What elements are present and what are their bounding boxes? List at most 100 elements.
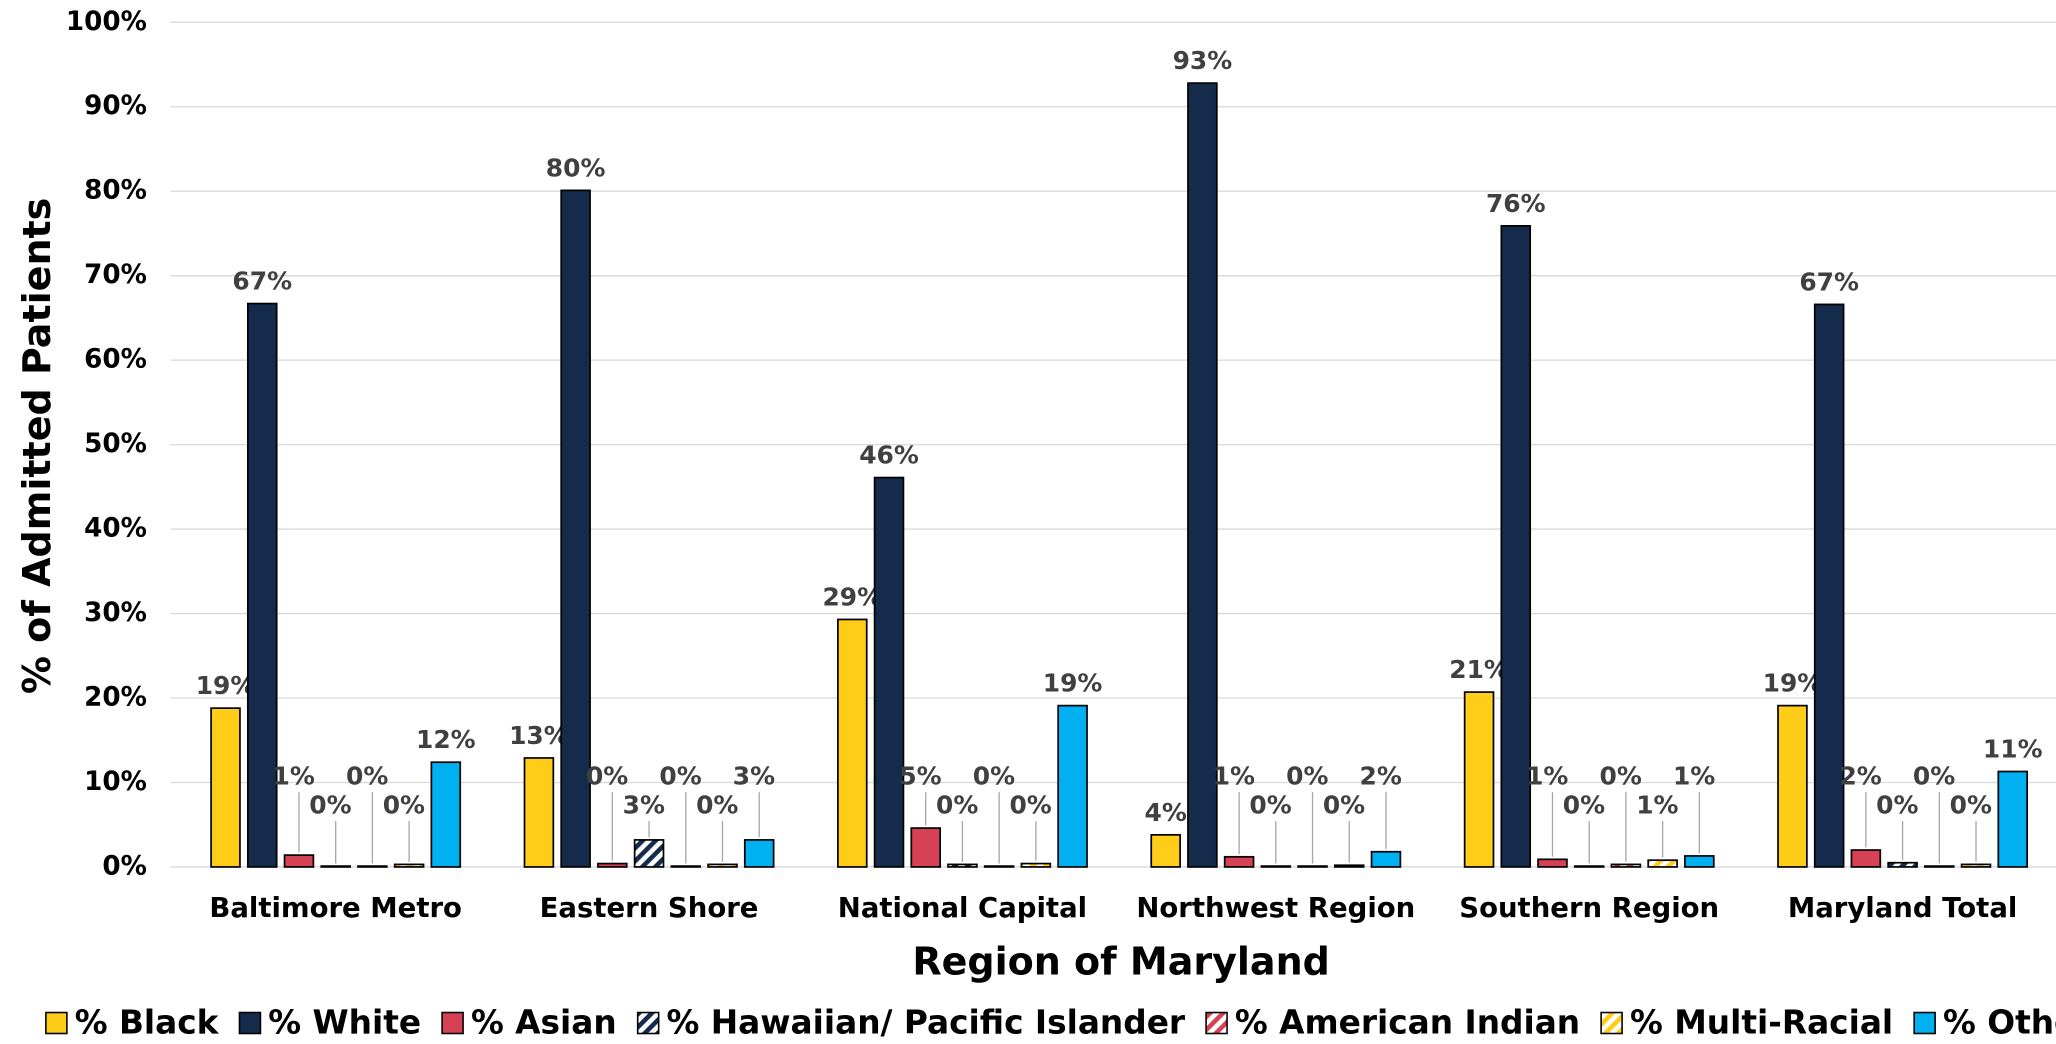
x-tick-label: Eastern Shore — [540, 892, 759, 924]
x-tick-label: Northwest Region — [1136, 892, 1415, 924]
legend-label: % Hawaiian/ Pacific Islander — [667, 1003, 1186, 1041]
bar — [1260, 865, 1292, 868]
value-label: 29% — [822, 582, 882, 611]
y-tick-label: 0% — [102, 851, 147, 881]
bar — [283, 854, 315, 868]
bar — [1573, 865, 1605, 868]
value-label: 67% — [232, 267, 292, 296]
bar — [1463, 691, 1495, 868]
y-tick-label: 60% — [84, 345, 147, 375]
bar — [1500, 225, 1532, 868]
bar — [743, 839, 775, 868]
value-label: 19% — [1763, 669, 1823, 698]
value-label: 11% — [1983, 735, 2043, 764]
bar — [1813, 303, 1845, 868]
bar — [1370, 850, 1402, 868]
bar — [1850, 849, 1882, 868]
bar — [1187, 82, 1218, 868]
x-tick-label: Maryland Total — [1788, 892, 2017, 924]
bar — [837, 618, 868, 868]
value-label: 80% — [546, 153, 606, 182]
value-label: 3% — [623, 791, 665, 820]
bar — [1537, 858, 1568, 868]
value-label: 0% — [586, 762, 628, 791]
value-label: 0% — [1286, 762, 1328, 791]
value-label: 0% — [696, 791, 738, 820]
bar — [707, 863, 738, 868]
y-tick-label: 40% — [84, 514, 147, 544]
bar — [947, 863, 978, 868]
bar — [210, 707, 241, 868]
value-label: 0% — [973, 762, 1015, 791]
legend-swatch — [636, 1011, 660, 1035]
x-axis-title: Region of Maryland — [912, 939, 1330, 983]
bar — [1887, 861, 1918, 868]
value-label: 0% — [309, 791, 351, 820]
bar — [633, 839, 665, 868]
value-label: 0% — [1600, 762, 1642, 791]
bar — [1297, 865, 1328, 868]
legend-label: % Multi-Racial — [1630, 1003, 1893, 1041]
value-label: 1% — [1636, 791, 1678, 820]
value-label: 2% — [1839, 762, 1881, 791]
value-label: 0% — [1950, 791, 1992, 820]
bar — [597, 862, 628, 868]
legend-swatch — [1913, 1011, 1936, 1035]
value-label: 13% — [509, 721, 569, 750]
bar — [1777, 704, 1808, 868]
value-label: 0% — [1563, 791, 1605, 820]
value-label: 1% — [1213, 762, 1255, 791]
value-label: 0% — [346, 762, 388, 791]
bar — [1684, 855, 1715, 868]
bar — [1333, 864, 1365, 868]
value-label: 0% — [1249, 791, 1291, 820]
value-label: 4% — [1145, 798, 1187, 827]
y-tick-label: 70% — [84, 260, 147, 290]
legend-swatch — [238, 1011, 262, 1035]
bar — [670, 865, 702, 868]
bar — [320, 865, 351, 868]
legend-label: % Other — [1943, 1003, 2056, 1041]
value-label: 12% — [416, 725, 476, 754]
bar — [1223, 855, 1255, 868]
value-label: 3% — [733, 762, 775, 791]
bar — [560, 189, 591, 868]
value-label: 46% — [859, 441, 919, 470]
bar — [393, 863, 425, 868]
x-tick-label: Southern Region — [1459, 892, 1719, 924]
y-axis-title: % of Admitted Patients — [15, 198, 59, 694]
value-label: 5% — [899, 762, 941, 791]
legend-swatch — [1205, 1011, 1228, 1035]
bar — [1610, 863, 1642, 868]
value-label: 1% — [1673, 762, 1715, 791]
value-label: 21% — [1449, 655, 1509, 684]
bar — [430, 761, 462, 868]
value-label: 0% — [383, 791, 425, 820]
y-tick-label: 30% — [84, 598, 147, 628]
value-label: 2% — [1360, 762, 1402, 791]
x-tick-label: National Capital — [838, 892, 1087, 924]
value-label: 0% — [1913, 762, 1955, 791]
value-label: 19% — [196, 671, 256, 700]
bar — [357, 865, 388, 868]
legend-label: % Asian — [471, 1003, 617, 1041]
legend-swatch — [1600, 1011, 1623, 1035]
x-tick-label: Baltimore Metro — [209, 892, 462, 924]
value-label: 0% — [659, 762, 701, 791]
legend-label: % Black — [75, 1003, 220, 1041]
value-label: 0% — [1009, 791, 1051, 820]
bar — [523, 757, 555, 868]
bar — [246, 302, 278, 868]
value-label: 0% — [936, 791, 978, 820]
bar — [1997, 770, 2029, 868]
y-tick-label: 20% — [84, 683, 147, 713]
legend-label: % American Indian — [1235, 1003, 1580, 1041]
value-label: 67% — [1799, 267, 1859, 296]
bar — [873, 476, 905, 868]
bar — [1924, 865, 1955, 868]
bar — [1647, 859, 1678, 868]
y-tick-label: 80% — [84, 176, 147, 206]
bar — [1960, 863, 1992, 868]
